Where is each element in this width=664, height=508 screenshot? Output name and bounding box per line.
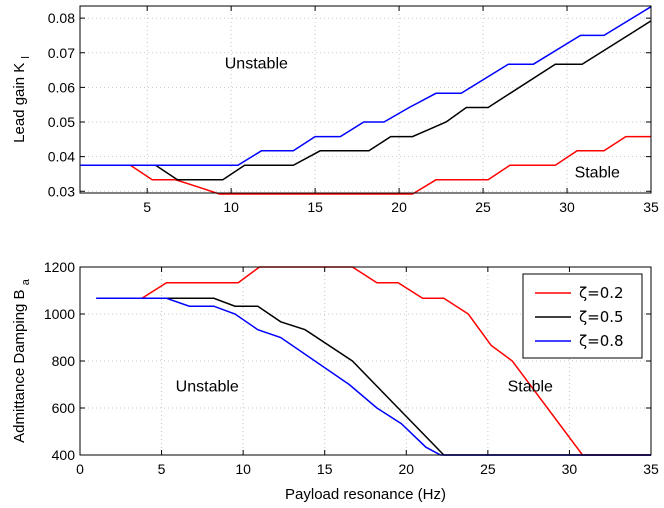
series-line-1 (96, 297, 651, 456)
x-tick-label: 15 (317, 461, 333, 477)
y-axis-label-subscript: l (20, 56, 32, 58)
legend-entry: ζ=0.5 (579, 308, 624, 326)
x-tick-label: 35 (643, 199, 659, 215)
lead-gain-chart: 5 10 15 20 25 30 35 0.03 0.04 0.05 0.06 0.07 0.08 Lea… (11, 5, 659, 215)
y-axis-label: Admittance Damping B a (11, 278, 32, 443)
legend-entry: ζ=0.2 (579, 284, 624, 302)
y-axis-label-main: Admittance Damping B (11, 285, 28, 443)
x-tick-label: 0 (76, 461, 84, 477)
y-tick-label: 600 (52, 400, 76, 416)
plot-frame (79, 5, 652, 194)
series-line-0 (96, 266, 651, 456)
series-line-1 (80, 20, 652, 181)
admittance-damping-chart: 0 5 10 15 20 25 30 35 400 600 800 1000 1200 Admittanc… (11, 259, 659, 503)
series-line-0 (80, 135, 651, 195)
region-annotation: Stable (575, 164, 620, 181)
x-tick-label: 30 (559, 199, 575, 215)
x-tick-label: 20 (391, 199, 407, 215)
y-tick-label: 1200 (44, 259, 75, 275)
x-tick-label: 25 (475, 199, 491, 215)
y-tick-label: 400 (52, 447, 76, 463)
x-tick-label: 35 (643, 461, 659, 477)
y-tick-label: 0.03 (48, 183, 75, 199)
series-line-2 (80, 6, 652, 167)
x-tick-label: 5 (143, 199, 151, 215)
x-tick-label: 25 (480, 461, 496, 477)
legend-entry: ζ=0.8 (579, 332, 624, 350)
x-tick-label: 5 (158, 461, 166, 477)
x-tick-label: 10 (235, 461, 251, 477)
region-annotation: Unstable (176, 379, 239, 396)
y-tick-label: 0.08 (48, 10, 75, 26)
series-line-2 (96, 297, 651, 456)
x-tick-label: 15 (307, 199, 323, 215)
x-tick-label: 20 (398, 461, 414, 477)
legend-box (522, 273, 643, 359)
y-axis-label: Lead gain K l (11, 56, 32, 143)
y-tick-label: 0.05 (48, 114, 75, 130)
y-tick-label: 0.04 (48, 149, 75, 165)
region-annotation: Unstable (225, 55, 288, 72)
x-axis-label: Payload resonance (Hz) (285, 486, 446, 503)
y-tick-label: 800 (52, 353, 76, 369)
y-tick-label: 0.06 (48, 79, 75, 95)
y-tick-label: 1000 (44, 306, 75, 322)
y-tick-label: 0.07 (48, 45, 75, 61)
y-axis-label-subscript: a (20, 278, 32, 285)
y-axis-label-main: Lead gain K (11, 59, 28, 143)
region-annotation: Stable (508, 379, 553, 396)
x-tick-label: 10 (223, 199, 239, 215)
x-tick-label: 30 (562, 461, 578, 477)
legend: ζ=0.2 ζ=0.5 ζ=0.8 (522, 273, 643, 359)
